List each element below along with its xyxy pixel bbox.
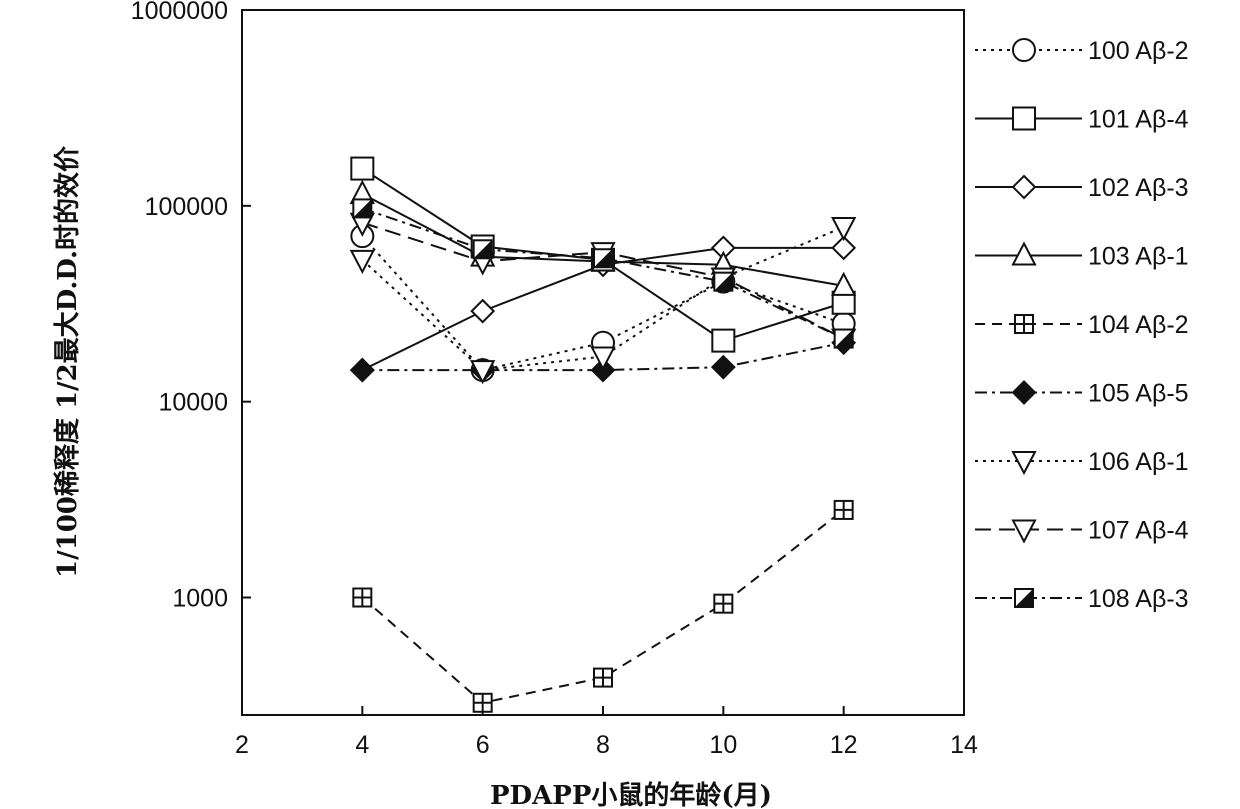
series-layer (351, 158, 854, 712)
data-point-8 (353, 199, 371, 217)
legend-marker (1015, 589, 1033, 607)
data-point-4 (594, 669, 612, 687)
y-tick-label: 100000 (145, 193, 228, 221)
legend-label: 102 Aβ-3 (1088, 174, 1189, 202)
y-axis: 1000 10000 100000 1000000 (131, 0, 251, 613)
legend-marker (1013, 108, 1035, 130)
data-point-6 (833, 218, 855, 239)
x-tick-label: 2 (235, 731, 249, 759)
legend-label: 101 Aβ-4 (1088, 106, 1189, 134)
x-tick-label: 14 (950, 731, 978, 759)
data-point-4 (474, 694, 492, 712)
data-point-5 (351, 359, 373, 381)
data-point-4 (714, 595, 732, 613)
legend-label: 107 Aβ-4 (1088, 517, 1189, 545)
legend-label: 106 Aβ-1 (1088, 448, 1189, 476)
y-tick-label: 10000 (158, 389, 228, 417)
data-point-4 (353, 589, 371, 607)
x-tick-label: 12 (830, 731, 858, 759)
x-tick-label: 6 (476, 731, 490, 759)
legend-marker (1013, 382, 1035, 404)
legend-marker (1013, 176, 1035, 198)
x-tick-label: 8 (596, 731, 610, 759)
data-point-8 (594, 249, 612, 267)
data-point-1 (351, 158, 373, 180)
legend-label: 104 Aβ-2 (1088, 311, 1189, 339)
data-point-5 (712, 356, 734, 378)
legend-marker (1015, 315, 1033, 333)
data-point-6 (351, 251, 373, 272)
legend-marker (1013, 244, 1035, 265)
legend-marker (1013, 521, 1035, 542)
data-point-8 (474, 240, 492, 258)
data-point-8 (714, 273, 732, 291)
legend-label: 103 Aβ-1 (1088, 243, 1189, 271)
series-line-7 (362, 223, 843, 339)
legend: 100 Aβ-2 101 Aβ-4 102 Aβ-3 103 Aβ-1 104 Aβ-2… (975, 37, 1189, 613)
y-tick-label: 1000000 (131, 0, 228, 25)
legend-label: 108 Aβ-3 (1088, 585, 1189, 613)
x-tick-label: 4 (355, 731, 369, 759)
legend-marker (1013, 39, 1035, 61)
data-point-2 (472, 300, 494, 322)
x-tick-label: 10 (709, 731, 737, 759)
legend-label: 105 Aβ-5 (1088, 380, 1189, 408)
data-point-8 (835, 330, 853, 348)
y-tick-label: 1000 (172, 585, 228, 613)
y-axis-title: 1/100稀释度 1/2最大D.D.时的效价 (52, 145, 83, 578)
data-point-1 (712, 330, 734, 352)
legend-label: 100 Aβ-2 (1088, 37, 1189, 65)
x-axis-title: PDAPP小鼠的年龄(月) (490, 780, 772, 809)
x-axis: 2 4 6 8 10 12 14 (235, 706, 978, 759)
legend-marker (1013, 452, 1035, 473)
data-point-4 (835, 501, 853, 519)
